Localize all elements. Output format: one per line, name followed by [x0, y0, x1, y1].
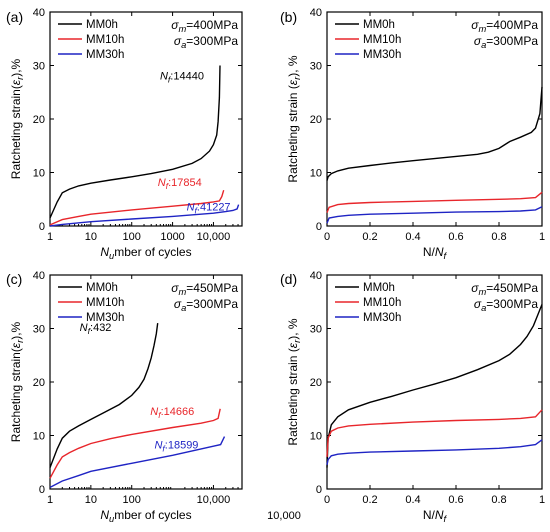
- series-line-MM0h: [326, 304, 543, 468]
- x-tick-label: 0.8: [491, 231, 506, 243]
- x-tick-label: 0.6: [448, 231, 463, 243]
- y-tick-label: 0: [39, 221, 45, 233]
- x-tick-label: 0: [324, 231, 330, 243]
- panel-label: (c): [6, 271, 22, 287]
- chart-panel-3: 0 10 20 30 40 1 10 100 10,000 10,000 Number of cyc…: [6, 270, 301, 524]
- series-line-MM0h: [326, 86, 543, 181]
- y-tick-label: 20: [310, 114, 322, 126]
- failure-cycle-annotation: Nf:14440: [160, 71, 204, 85]
- chart-panel-4: 0 10 20 30 40 0 0.2 0.4 0.6 0.8 1 N/Nf Ratcheting st…: [280, 270, 545, 524]
- y-tick-label: 10: [33, 431, 45, 443]
- x-tick-label: 100: [123, 231, 141, 243]
- x-tick-label: 0.4: [405, 494, 420, 506]
- legend-entry: MM30h: [86, 312, 124, 324]
- y-axis-label: Ratcheting strain (εr), %: [286, 55, 302, 182]
- condition-label: σm=450MPa: [171, 281, 238, 297]
- x-tick-label: 0: [324, 494, 330, 506]
- legend-entry: MM0h: [86, 19, 118, 31]
- x-tick-label: 0.4: [405, 231, 420, 243]
- y-tick-label: 30: [33, 61, 45, 73]
- series-line-MM30h: [326, 439, 543, 466]
- panel-label: (d): [280, 271, 297, 287]
- x-tick-label: 1: [47, 231, 53, 243]
- condition-label: σa=300MPa: [174, 297, 238, 313]
- x-tick-label: 10: [85, 494, 97, 506]
- panel-label: (a): [6, 9, 23, 25]
- x-tick-label: 1: [47, 494, 53, 506]
- x-tick-label: 100: [123, 494, 141, 506]
- legend-entry: MM10h: [363, 297, 401, 309]
- x-tick-label: 0.6: [448, 494, 463, 506]
- series-line-MM10h: [326, 191, 543, 213]
- y-tick-label: 40: [310, 7, 322, 19]
- failure-cycle-annotation: Nf:14666: [150, 406, 194, 420]
- failure-cycle-annotation: Nf:41227: [187, 202, 231, 216]
- series-line-MM30h: [49, 204, 240, 227]
- series-line-MM0h: [49, 65, 221, 219]
- legend-entry: MM10h: [86, 297, 124, 309]
- series-line-MM10h: [49, 408, 221, 479]
- legend-entry: MM10h: [363, 34, 401, 46]
- x-tick-label: 10,000: [197, 231, 231, 243]
- x-tick-label: 0.8: [491, 494, 506, 506]
- x-tick-label: 1: [539, 231, 545, 243]
- y-tick-label: 30: [310, 324, 322, 336]
- condition-label: σm=400MPa: [471, 18, 538, 34]
- legend-entry: MM0h: [363, 19, 395, 31]
- legend-entry: MM30h: [363, 312, 401, 324]
- legend-entry: MM0h: [86, 282, 118, 294]
- panel-label: (b): [280, 9, 297, 25]
- y-axis-label: Ratcheting strain (εr), %: [286, 318, 302, 445]
- x-axis-label: Number of cycles: [100, 508, 191, 524]
- x-tick-label: 1000: [160, 231, 184, 243]
- failure-cycle-annotation: Nf:17854: [158, 177, 202, 191]
- condition-label: σa=300MPa: [474, 34, 538, 50]
- y-tick-label: 10: [33, 168, 45, 180]
- failure-cycle-annotation: Nf:18599: [154, 440, 198, 454]
- series-line-MM30h: [49, 436, 226, 489]
- legend-entry: MM10h: [86, 34, 124, 46]
- x-axis-label: N/Nf: [423, 508, 448, 524]
- series-line-MM10h: [326, 409, 543, 457]
- x-tick-label: 0.2: [362, 494, 377, 506]
- failure-cycle-annotation: Nf:432: [80, 322, 112, 336]
- chart-panel-2: 0 10 20 30 40 0 0.2 0.4 0.6 0.8 1 N/Nf Ratcheting st…: [280, 7, 545, 261]
- x-tick-label: 0.2: [362, 231, 377, 243]
- y-tick-label: 30: [33, 324, 45, 336]
- x-tick-label: 10,000: [197, 494, 231, 506]
- x-tick-label-extra: 10,000: [267, 510, 301, 522]
- series-line-MM0h: [49, 323, 159, 468]
- x-tick-label: 10: [85, 231, 97, 243]
- y-tick-label: 10: [310, 168, 322, 180]
- y-tick-label: 40: [310, 270, 322, 282]
- y-tick-label: 0: [316, 221, 322, 233]
- condition-label: σm=400MPa: [171, 18, 238, 34]
- condition-label: σm=450MPa: [471, 281, 538, 297]
- legend-entry: MM30h: [86, 49, 124, 61]
- legend-entry: MM30h: [363, 49, 401, 61]
- y-tick-label: 20: [310, 377, 322, 389]
- legend-entry: MM0h: [363, 282, 395, 294]
- y-tick-label: 30: [310, 61, 322, 73]
- chart-panel-1: 0 10 20 30 40 1 10 100 1000 10,000 Number of cycle…: [6, 7, 243, 261]
- y-axis-label: Ratcheting strain(εr),%: [9, 58, 25, 179]
- y-tick-label: 40: [33, 270, 45, 282]
- y-tick-label: 20: [33, 377, 45, 389]
- y-axis-label: Ratcheting strain(εr),%: [9, 321, 25, 442]
- condition-label: σa=300MPa: [174, 34, 238, 50]
- y-tick-label: 20: [33, 114, 45, 126]
- y-tick-label: 0: [316, 484, 322, 496]
- x-axis-label: N/Nf: [423, 245, 448, 261]
- x-tick-label: 1: [539, 494, 545, 506]
- y-tick-label: 0: [39, 484, 45, 496]
- x-axis-label: Number of cycles: [100, 245, 191, 261]
- series-line-MM30h: [326, 206, 543, 224]
- condition-label: σa=300MPa: [474, 297, 538, 313]
- series-line-MM10h: [49, 190, 225, 226]
- y-tick-label: 10: [310, 431, 322, 443]
- y-tick-label: 40: [33, 7, 45, 19]
